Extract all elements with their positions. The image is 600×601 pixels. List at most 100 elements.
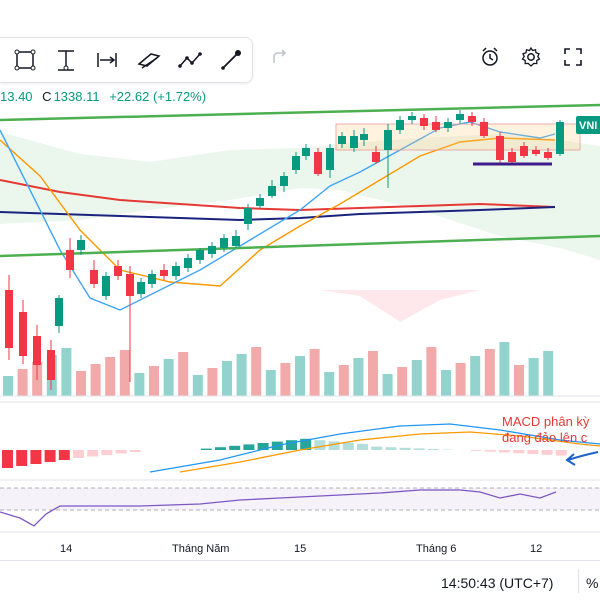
volume-bar xyxy=(61,348,71,396)
volume-bar xyxy=(149,366,159,396)
alert-button[interactable] xyxy=(475,42,505,72)
candle xyxy=(5,275,13,360)
volume-bar xyxy=(353,358,363,396)
candle xyxy=(432,116,440,132)
candle xyxy=(408,112,416,124)
macd-histogram-bar xyxy=(229,446,240,450)
annotation-arrow xyxy=(567,452,598,465)
macd-histogram-bar xyxy=(371,447,382,450)
candle xyxy=(114,260,122,280)
volume-bar xyxy=(120,350,130,396)
volume-bar xyxy=(193,375,203,396)
price-tag: VNI xyxy=(576,116,600,134)
brush-tool-button[interactable] xyxy=(214,43,248,77)
candle xyxy=(184,254,192,272)
percent-toggle[interactable]: % xyxy=(586,575,598,591)
volume-bar xyxy=(529,358,539,396)
candle xyxy=(19,300,27,364)
volume-bar xyxy=(412,360,422,396)
drawing-tool-group xyxy=(0,37,253,83)
candle xyxy=(496,132,504,164)
time-label-14: 14 xyxy=(60,543,72,555)
volume-bar xyxy=(383,374,393,396)
time-label-15: 15 xyxy=(294,543,306,555)
candle xyxy=(137,278,145,298)
volume-bar xyxy=(339,365,349,396)
volume-bar xyxy=(470,356,480,396)
candle xyxy=(556,120,564,156)
macd-histogram-bar xyxy=(527,450,538,454)
status-bar: 14:50:43 (UTC+7) % xyxy=(0,560,600,601)
candle xyxy=(456,110,464,124)
volume-bar xyxy=(91,364,101,396)
macd-histogram-bar xyxy=(329,441,340,450)
candle xyxy=(148,270,156,288)
time-label-thang-6: Tháng 6 xyxy=(416,543,456,555)
candle xyxy=(196,248,204,264)
candle xyxy=(208,242,216,258)
macd-histogram-bar xyxy=(2,450,13,468)
candle xyxy=(102,272,110,300)
path-icon xyxy=(176,46,204,74)
candle xyxy=(90,260,98,288)
volume-bar xyxy=(485,349,495,396)
volume-bar xyxy=(397,367,407,396)
rsi-pane xyxy=(0,488,600,526)
candle xyxy=(480,118,488,138)
volume-bar xyxy=(324,372,334,396)
redo-button[interactable] xyxy=(263,42,293,72)
annotation-line-2: đang đảo lên c xyxy=(502,430,588,445)
volume-bar xyxy=(164,359,174,396)
parallel-channel-tool-button[interactable] xyxy=(132,43,166,77)
macd-histogram-bar xyxy=(87,450,98,457)
date-range-tool-button[interactable] xyxy=(90,43,124,77)
macd-histogram-bar xyxy=(471,450,482,451)
volume-bar xyxy=(251,347,261,396)
volume-bar xyxy=(18,369,28,396)
macd-histogram-bar xyxy=(116,450,127,454)
path-tool-button[interactable] xyxy=(173,43,207,77)
alert-clock-icon xyxy=(478,45,502,69)
volume-bar xyxy=(543,351,553,396)
price-tag-label: VNI xyxy=(579,120,597,132)
time-label-thang-nam: Tháng Năm xyxy=(172,543,229,555)
volume-bar xyxy=(3,376,13,396)
annotation-line-1: MACD phân kỳ xyxy=(502,414,590,429)
settings-button[interactable] xyxy=(516,42,546,72)
candle xyxy=(66,238,74,278)
macd-histogram-bar xyxy=(357,444,368,450)
macd-histogram-bar xyxy=(542,450,553,455)
date-range-icon xyxy=(93,46,121,74)
volume-bar xyxy=(76,371,86,396)
rectangle-tool-button[interactable] xyxy=(8,43,42,77)
volume-bar xyxy=(134,373,144,396)
candle xyxy=(256,194,264,208)
volume-bars xyxy=(3,342,553,396)
macd-histogram-bar xyxy=(428,449,439,450)
candle xyxy=(172,262,180,280)
macd-histogram-bar xyxy=(45,450,56,462)
macd-histogram-bar xyxy=(414,448,425,450)
price-chart[interactable]: VNI MACD phân kỳ đang đảo lên c 14 Tháng… xyxy=(0,100,600,560)
macd-histogram-bar xyxy=(59,450,70,460)
candle xyxy=(314,148,322,176)
parallel-channel-icon xyxy=(135,46,163,74)
fullscreen-button[interactable] xyxy=(558,42,588,72)
macd-histogram-bar xyxy=(16,450,27,466)
macd-histogram-bar xyxy=(556,450,567,456)
time-label-12: 12 xyxy=(530,543,542,555)
rectangle-icon xyxy=(11,46,39,74)
volume-bar xyxy=(266,370,276,396)
anchored-text-tool-button[interactable] xyxy=(49,43,83,77)
volume-bar xyxy=(280,363,290,396)
macd-histogram-bar xyxy=(385,447,396,450)
macd-histogram-bar xyxy=(130,450,141,452)
macd-histogram-bar xyxy=(400,448,411,450)
macd-histogram-bar xyxy=(215,447,226,450)
macd-annotation: MACD phân kỳ đang đảo lên c xyxy=(502,414,598,465)
macd-histogram-bar xyxy=(485,450,496,452)
candle xyxy=(55,295,63,333)
status-divider xyxy=(578,569,579,593)
drawing-toolbar xyxy=(0,0,600,82)
time-axis: 14 Tháng Năm 15 Tháng 6 12 xyxy=(60,543,542,555)
